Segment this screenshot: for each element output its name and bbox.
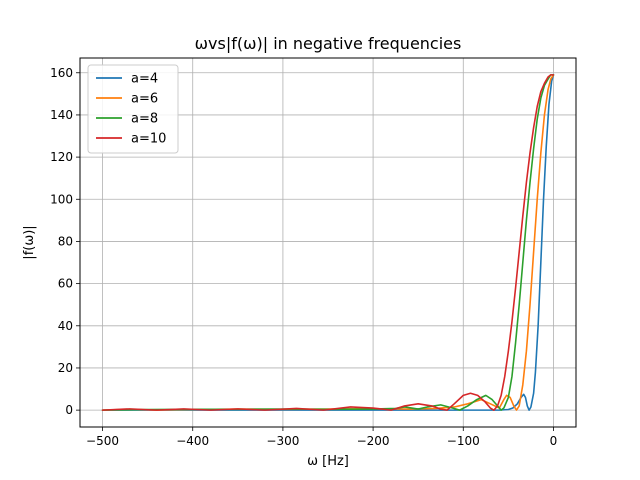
x-tick-label: −400	[176, 434, 209, 448]
y-tick-label: 40	[58, 319, 73, 333]
x-tick-label: −500	[86, 434, 119, 448]
series-line-a10	[101, 74, 555, 411]
grid	[80, 58, 576, 427]
legend-label: a=6	[131, 92, 158, 107]
x-tick-label: −200	[357, 434, 390, 448]
chart-title: ωvs|f(ω)| in negative frequencies	[195, 34, 462, 53]
x-tick-label: −100	[447, 434, 480, 448]
y-tick-label: 140	[50, 108, 73, 122]
y-tick-label: 80	[58, 234, 73, 248]
x-axis-label: ω [Hz]	[307, 454, 349, 469]
y-tick-label: 60	[58, 277, 73, 291]
series-line-a8	[101, 74, 555, 411]
y-tick-label: 160	[50, 66, 73, 80]
x-tick-label: 0	[550, 434, 558, 448]
y-axis-label: |f(ω)|	[22, 225, 37, 259]
y-tick-label: 20	[58, 361, 73, 375]
legend: a=4 a=6 a=8 a=10	[87, 64, 179, 154]
x-tick-label: −300	[266, 434, 299, 448]
series-layer	[101, 74, 555, 411]
legend-label: a=8	[131, 112, 158, 127]
legend-label: a=4	[131, 72, 158, 87]
y-tick-label: 100	[50, 192, 73, 206]
y-tick-label: 120	[50, 150, 73, 164]
y-tick-label: 0	[65, 403, 73, 417]
ticks: −500 −400 −300 −200 −100 0 0 20 40 60 80 100 120 140 1…	[50, 66, 557, 448]
series-line-a4	[101, 74, 555, 411]
legend-box	[87, 64, 179, 154]
axes-frame	[79, 57, 577, 428]
legend-label: a=10	[131, 132, 166, 147]
